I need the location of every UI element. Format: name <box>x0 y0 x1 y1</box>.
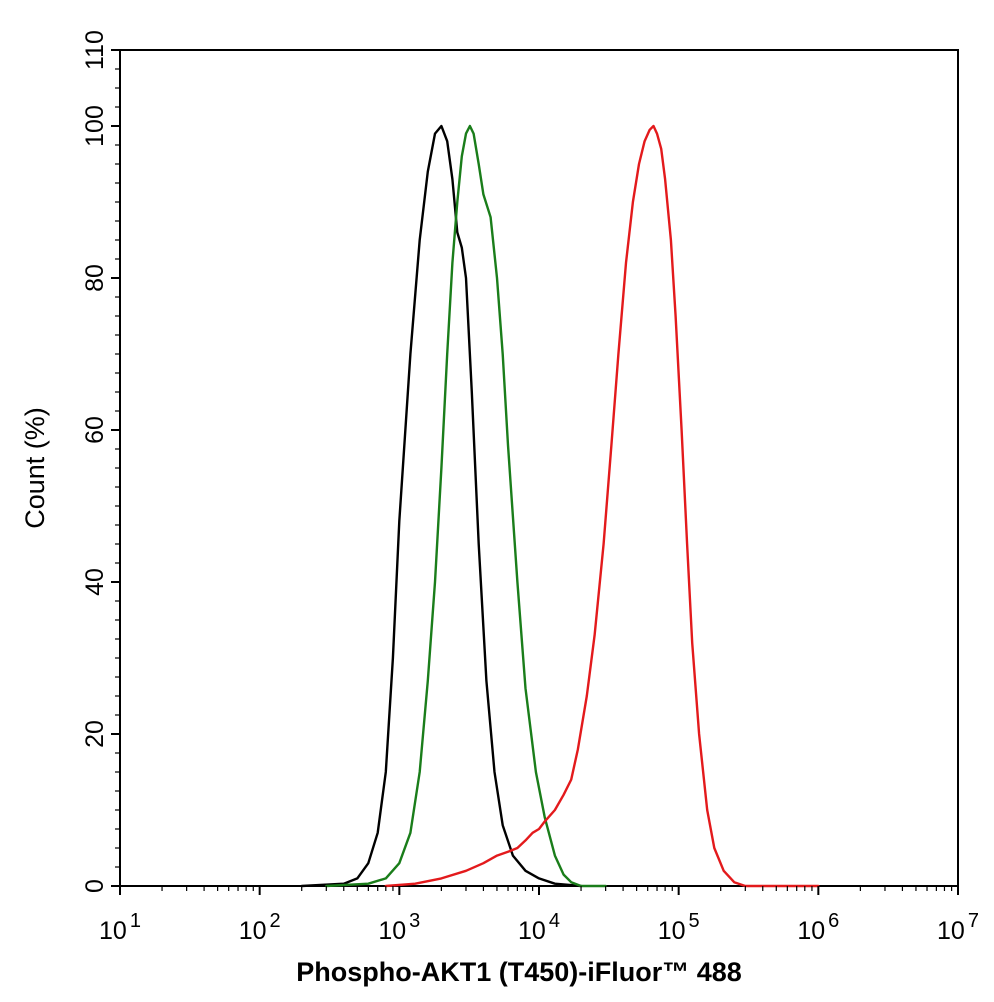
y-tick-label: 60 <box>81 416 109 444</box>
y-tick-label: 80 <box>81 264 109 292</box>
tick-layer: 10 1 10 2 10 3 10 4 10 5 10 6 10 7 0 20 40 60 80 100 110 <box>81 30 979 945</box>
y-tick-label: 110 <box>81 30 109 70</box>
series-line-3 <box>384 124 820 888</box>
plot-frame <box>119 49 959 887</box>
x-tick-label: 10 6 <box>797 910 839 945</box>
x-axis-title: Phospho-AKT1 (T450)-iFluor™ 488 <box>296 957 742 987</box>
x-tick-label: 10 5 <box>658 910 700 945</box>
y-tick-label: 20 <box>81 720 109 748</box>
x-tick-label: 10 7 <box>937 910 979 945</box>
x-tick-label: 10 2 <box>239 910 281 945</box>
y-tick-label: 0 <box>81 879 109 893</box>
series-line-2 <box>325 124 607 888</box>
series-layer <box>300 124 820 888</box>
y-tick-label: 40 <box>81 568 109 596</box>
y-tick-label: 100 <box>81 105 109 147</box>
x-tick-label: 10 3 <box>378 910 420 945</box>
x-tick-label: 10 4 <box>518 910 560 945</box>
x-tick-label: 10 1 <box>99 910 141 945</box>
series-line-1 <box>300 124 583 888</box>
y-axis-title: Count (%) <box>20 407 50 529</box>
